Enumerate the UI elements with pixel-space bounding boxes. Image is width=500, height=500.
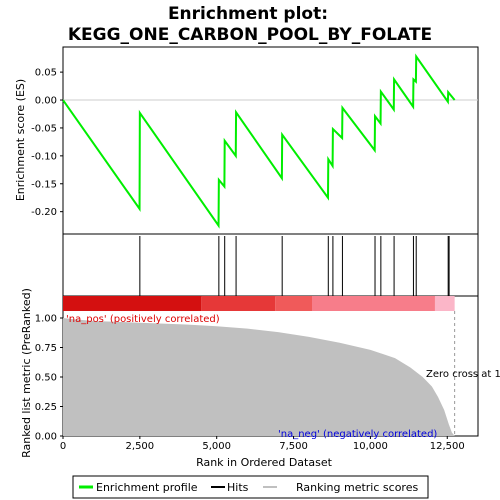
- heatmap-segment-0: [63, 296, 202, 311]
- es-panel-frame: [62, 46, 479, 235]
- x-tick-label-3: 7,500: [279, 441, 308, 452]
- x-tick-label-5: 12,500: [430, 441, 465, 452]
- es-y-tick-label-4: -0.15: [31, 179, 57, 190]
- metric-y-tick-label-4: 1.00: [35, 314, 57, 325]
- x-axis-title: Rank in Ordered Dataset: [196, 456, 333, 469]
- heatmap-segment-4: [434, 296, 455, 311]
- es-y-tick-label-1: 0.00: [35, 96, 57, 107]
- ranking-metric-area: [63, 311, 456, 436]
- x-tick-label-4: 10,000: [353, 441, 388, 452]
- metric-y-tick-label-2: 0.50: [35, 373, 57, 384]
- legend-label-hits: Hits: [227, 481, 249, 494]
- enrichment-profile-line: [62, 53, 456, 229]
- legend-box: [72, 475, 429, 499]
- chart-title-line2: KEGG_ONE_CARBON_POOL_BY_FOLATE: [68, 25, 432, 45]
- enrichment-profile: [62, 53, 478, 229]
- legend-label-enrichment: Enrichment profile: [96, 481, 198, 494]
- positive-correlation-label: 'na_pos' (positively correlated): [66, 314, 220, 325]
- metric-y-axis-title: Ranked list metric (PreRanked): [20, 288, 33, 458]
- es-y-tick-label-0: 0.05: [35, 68, 57, 79]
- chart-title-line1: Enrichment plot:: [168, 4, 328, 24]
- metric-y-tick-label-0: 0.00: [35, 432, 57, 443]
- heatmap-segment-1: [201, 296, 276, 311]
- x-tick-label-2: 5,000: [202, 441, 231, 452]
- x-tick-label-0: 0: [60, 441, 66, 452]
- es-y-axis-title: Enrichment score (ES): [14, 79, 27, 201]
- axes: 0.05 0.00 -0.05 -0.10 -0.15 -0.20 0.00 0.25 0.50…: [31, 68, 465, 452]
- legend: Enrichment profile Hits Ranking metric s…: [72, 475, 429, 499]
- heatmap-segment-2: [275, 296, 312, 311]
- ranking-metric-fill: [63, 318, 455, 436]
- hits-panel-frame: [62, 233, 479, 297]
- x-tick-label-1: 2,500: [126, 441, 155, 452]
- es-y-tick-label-3: -0.10: [31, 151, 57, 162]
- hits-lines: [139, 236, 450, 296]
- heatmap-bar: [63, 296, 455, 311]
- es-y-tick-label-2: -0.05: [31, 123, 57, 134]
- metric-y-tick-label-3: 0.75: [35, 343, 57, 354]
- legend-label-metric: Ranking metric scores: [296, 481, 418, 494]
- negative-correlation-label: 'na_neg' (negatively correlated): [278, 429, 437, 440]
- metric-y-tick-label-1: 0.25: [35, 402, 57, 413]
- heatmap-segment-3: [312, 296, 435, 311]
- zero-cross-label: Zero cross at 1: [426, 369, 500, 380]
- es-y-tick-label-5: -0.20: [31, 207, 57, 218]
